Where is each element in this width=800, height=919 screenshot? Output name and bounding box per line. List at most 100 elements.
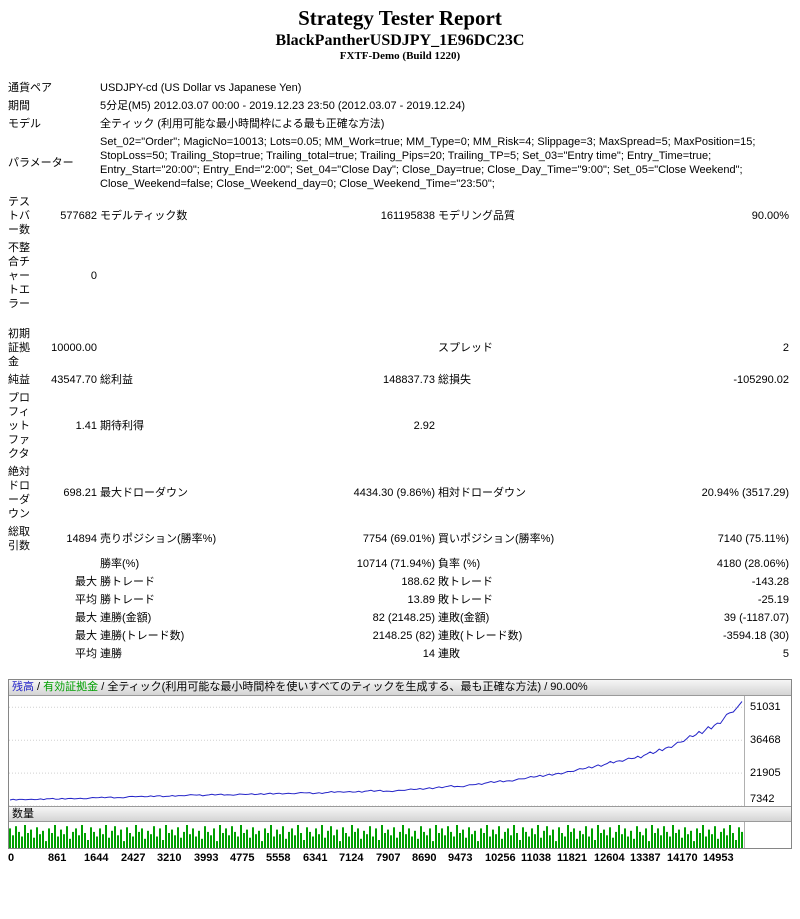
label-cell — [8, 609, 38, 627]
value-cell: 4434.30 (9.86%) — [353, 487, 435, 499]
label-cell: 勝トレード — [100, 576, 155, 588]
label-cell — [100, 239, 792, 313]
balance-pane: 51031 36468 21905 7342 — [9, 696, 791, 806]
table-row: 平均 勝トレード 13.89 敗トレード -25.19 — [8, 591, 792, 609]
volume-pane-header: 数量 — [9, 806, 791, 822]
label-cell: Set_02="Order"; MagicNo=10013; Lots=0.05… — [100, 136, 756, 190]
value-cell — [272, 325, 438, 371]
y-tick-label: 7342 — [750, 793, 775, 805]
label-cell: 勝トレード — [100, 594, 155, 606]
value-cell: 10000.00 — [51, 342, 97, 354]
table-row: プロフィットファクタ 1.41 期待利得 2.92 — [8, 389, 792, 463]
label-cell: モデル — [8, 118, 41, 130]
x-tick-label: 7124 — [339, 852, 364, 864]
value-cell: 0 — [90, 270, 97, 282]
label-cell: 連勝(金額) — [100, 612, 152, 624]
value-cell: 最大 — [75, 612, 97, 624]
label-cell: 売りポジション(勝率%) — [100, 533, 217, 545]
value-cell: 148837.73 — [383, 374, 435, 386]
table-row: 絶対ドローダウン 698.21 最大ドローダウン 4434.30 (9.86%) 相対ド… — [8, 463, 792, 523]
label-cell: 敗トレード — [438, 594, 493, 606]
legend-equity: 有効証拠金 — [43, 681, 99, 693]
balance-plot — [9, 696, 745, 806]
value-cell: 2.92 — [413, 420, 435, 432]
label-cell — [8, 555, 38, 573]
label-cell: 純益 — [8, 374, 30, 386]
value-cell: 90.00% — [751, 210, 790, 222]
table-row: テストバー数 577682 モデルティック数 161195838 モデリング品質 90.0… — [8, 193, 792, 239]
table-row: 最大 勝トレード 188.62 敗トレード -143.28 — [8, 573, 792, 591]
label-cell: スプレッド — [438, 342, 493, 354]
label-cell: 総利益 — [100, 374, 133, 386]
legend-balance: 残高 — [12, 681, 34, 693]
table-row: 初期証拠金 10000.00 スプレッド 2 — [8, 325, 792, 371]
value-cell: 20.94% (3517.29) — [701, 487, 790, 499]
balance-line — [9, 701, 743, 801]
page-title: Strategy Tester Report — [298, 6, 502, 30]
label-cell: プロフィットファクタ — [8, 392, 30, 460]
value-cell: 577682 — [60, 210, 97, 222]
label-cell: 初期証拠金 — [8, 328, 30, 368]
label-cell — [8, 573, 38, 591]
value-cell: 43547.70 — [51, 374, 97, 386]
y-axis-labels: 51031 36468 21905 7342 — [745, 696, 790, 806]
x-tick-label: 8690 — [412, 852, 437, 864]
x-tick-label: 3993 — [194, 852, 219, 864]
label-cell: 相対ドローダウン — [438, 487, 526, 499]
label-cell — [100, 325, 272, 371]
table-row: 総取引数 14894 売りポジション(勝率%) 7754 (69.01%) 買いポジショ… — [8, 523, 792, 555]
value-cell: 4180 (28.06%) — [716, 558, 790, 570]
x-tick-label: 0 — [8, 852, 15, 864]
value-cell: -25.19 — [757, 594, 790, 606]
value-cell: 14 — [422, 648, 435, 660]
table-row: 平均 連勝 14 連敗 5 — [8, 645, 792, 663]
label-cell: 連敗(トレード数) — [438, 630, 523, 642]
value-cell: 7140 (75.11%) — [717, 533, 790, 545]
report-table: 通貨ペア USDJPY-cd (US Dollar vs Japanese Yen… — [8, 79, 792, 663]
label-cell: パラメーター — [8, 157, 74, 169]
x-tick-label: 12604 — [594, 852, 625, 864]
balance-chart: 残高 / 有効証拠金 / 全ティック(利用可能な最小時間枠を使いすべてのティック… — [8, 679, 792, 849]
x-tick-label: 11821 — [557, 852, 587, 864]
label-cell: 連勝 — [100, 648, 122, 660]
value-cell: 2148.25 (82) — [372, 630, 435, 642]
table-row: 最大 連勝(トレード数) 2148.25 (82) 連敗(トレード数) -3594.18… — [8, 627, 792, 645]
label-cell: 負率 (%) — [438, 558, 481, 570]
x-tick-label: 861 — [48, 852, 67, 864]
server-build: FXTF-Demo (Build 1220) — [339, 50, 461, 62]
x-tick-label: 7907 — [376, 852, 401, 864]
table-row — [8, 313, 792, 325]
x-tick-label: 13387 — [630, 852, 661, 864]
table-row: 純益 43547.70 総利益 148837.73 総損失 -105290.02 — [8, 371, 792, 389]
label-cell — [8, 591, 38, 609]
x-tick-label: 1644 — [84, 852, 109, 864]
table-row: パラメーター Set_02="Order"; MagicNo=10013; Lot… — [8, 133, 792, 193]
label-cell — [8, 627, 38, 645]
label-cell — [438, 389, 620, 463]
label-cell: 連敗 — [438, 648, 460, 660]
label-cell: 連敗(金額) — [438, 612, 490, 624]
label-cell: USDJPY-cd (US Dollar vs Japanese Yen) — [100, 82, 302, 94]
value-cell: -105290.02 — [733, 374, 790, 386]
x-tick-label: 14953 — [703, 852, 734, 864]
volume-label: 数量 — [12, 808, 34, 820]
report-header: Strategy Tester Report BlackPantherUSDJP… — [0, 0, 800, 65]
x-tick-label: 4775 — [230, 852, 255, 864]
legend-model-note: / 全ティック(利用可能な最小時間枠を使いすべてのティックを生成する、最も正確な… — [98, 681, 588, 693]
value-cell: 5 — [782, 648, 790, 660]
table-row: 勝率(%) 10714 (71.94%) 負率 (%) 4180 (28.06%) — [8, 555, 792, 573]
value-cell — [620, 389, 792, 463]
value-cell: 1.41 — [75, 420, 97, 432]
value-cell: 188.62 — [401, 576, 435, 588]
label-cell: テストバー数 — [8, 196, 30, 236]
x-tick-label: 11038 — [521, 852, 551, 864]
value-cell: -3594.18 (30) — [723, 630, 790, 642]
value-cell: -143.28 — [751, 576, 790, 588]
label-cell: モデリング品質 — [438, 210, 515, 222]
label-cell: 期間 — [8, 100, 30, 112]
strategy-tester-report: Strategy Tester Report BlackPantherUSDJP… — [0, 0, 800, 864]
legend-separator: / — [34, 681, 44, 693]
label-cell: 総損失 — [438, 374, 471, 386]
y-tick-label: 21905 — [750, 767, 781, 780]
table-row: 不整合チャートエラー 0 — [8, 239, 792, 313]
